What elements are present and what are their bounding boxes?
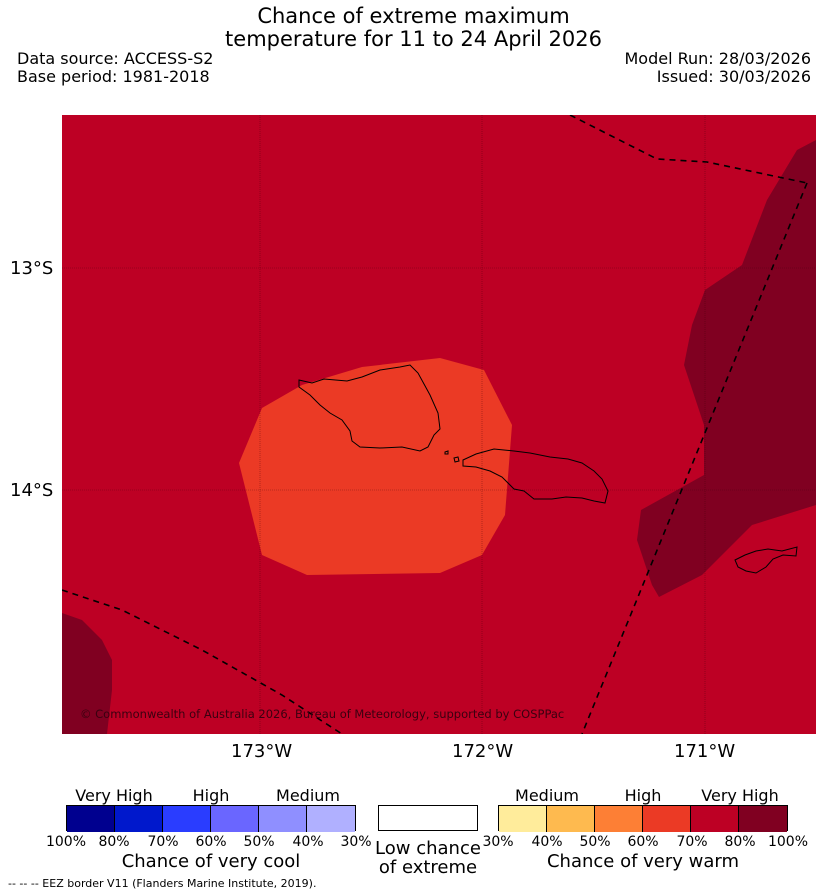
- cool-swatch-2: [163, 806, 211, 832]
- manono-island: [444, 450, 449, 455]
- eez-border-southwest: [61, 589, 343, 735]
- upolu-island: [462, 448, 609, 504]
- warm-tick: 30%: [482, 834, 514, 850]
- warm-tick: 50%: [579, 834, 611, 850]
- warm-swatch-0: [499, 806, 547, 832]
- cool-tick: 40%: [292, 834, 324, 850]
- map-svg: © Commonwealth of Australia 2026, Bureau…: [61, 114, 816, 735]
- very-high-region-southwest: [62, 613, 112, 734]
- warm-swatch-3: [643, 806, 691, 832]
- warm-colorbar: [498, 805, 788, 832]
- very-high-region-east: [637, 140, 816, 597]
- lon-tick-172w: 172°W: [452, 741, 514, 762]
- cool-swatch-4: [259, 806, 307, 832]
- warm-swatch-1: [547, 806, 595, 832]
- coastlines: [298, 364, 798, 574]
- cool-swatch-0: [67, 806, 115, 832]
- warm-tick: 100%: [767, 834, 809, 850]
- cool-swatch-3: [211, 806, 259, 832]
- eez-border-east: [581, 182, 808, 735]
- warm-swatch-5: [739, 806, 787, 832]
- cool-tick: 70%: [147, 834, 179, 850]
- eez-footnote: -- -- -- EEZ border V11 (Flanders Marine…: [8, 877, 317, 890]
- warm-tick: 80%: [724, 834, 756, 850]
- issued-date: Issued: 30/03/2026: [656, 67, 811, 86]
- cool-tick: 50%: [243, 834, 275, 850]
- graticule: [62, 115, 816, 734]
- lon-tick-173w: 173°W: [231, 741, 293, 762]
- cool-colorbar: [66, 805, 356, 832]
- lon-tick-171w: 171°W: [674, 741, 736, 762]
- tutuila-island: [734, 546, 798, 574]
- copyright-text: © Commonwealth of Australia 2026, Bureau…: [80, 707, 564, 721]
- data-source: Data source: ACCESS-S2: [17, 49, 214, 68]
- warm-tick: 60%: [627, 834, 659, 850]
- map-title-line2: temperature for 11 to 24 April 2026: [225, 27, 602, 51]
- cool-swatch-5: [307, 806, 355, 832]
- cool-tick: 80%: [98, 834, 130, 850]
- warm-cat-high: High: [624, 786, 662, 805]
- warm-tick: 40%: [531, 834, 563, 850]
- cool-cat-very-high: Very High: [75, 786, 153, 805]
- cool-tick: 60%: [195, 834, 227, 850]
- cool-cat-high: High: [192, 786, 230, 805]
- eez-border-north: [569, 114, 808, 184]
- cool-tick: 100%: [45, 834, 87, 850]
- eez-borders: [61, 114, 808, 735]
- warm-swatch-2: [595, 806, 643, 832]
- lat-tick-14s: 14°S: [10, 480, 54, 501]
- cool-caption: Chance of very cool: [121, 851, 301, 872]
- lat-tick-13s: 13°S: [10, 258, 54, 279]
- warm-caption: Chance of very warm: [546, 851, 740, 872]
- map-title-line1: Chance of extreme maximum: [257, 4, 570, 28]
- savaii-island: [298, 364, 441, 452]
- cool-cat-medium: Medium: [276, 786, 340, 805]
- warm-cat-very-high: Very High: [701, 786, 779, 805]
- high-chance-region: [239, 358, 512, 575]
- low-chance-caption-line2: of extreme: [378, 857, 478, 878]
- low-chance-caption-line1: Low chance: [375, 838, 481, 859]
- map-panel: © Commonwealth of Australia 2026, Bureau…: [61, 114, 816, 735]
- low-chance-swatch: [378, 805, 478, 831]
- warm-cat-medium: Medium: [515, 786, 579, 805]
- warm-swatch-4: [691, 806, 739, 832]
- base-period: Base period: 1981-2018: [17, 67, 210, 86]
- model-run: Model Run: 28/03/2026: [624, 49, 812, 68]
- apolima-island: [453, 456, 460, 463]
- warm-tick: 70%: [676, 834, 708, 850]
- cool-tick: 30%: [340, 834, 372, 850]
- cool-swatch-1: [115, 806, 163, 832]
